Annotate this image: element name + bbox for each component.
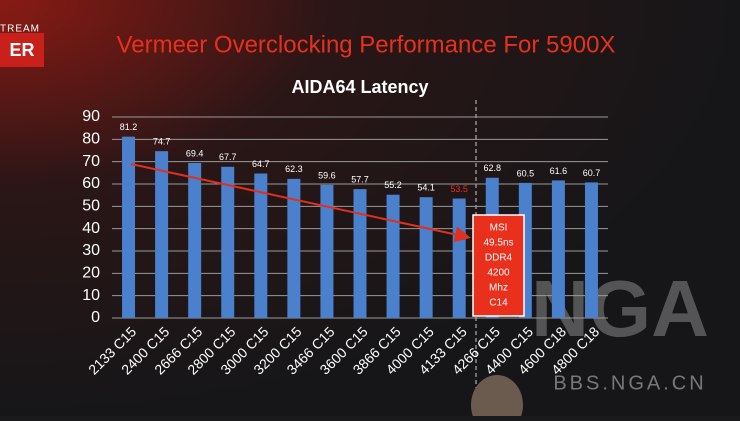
annotation-text: 4200	[487, 268, 510, 279]
logo-main: ER	[9, 40, 34, 60]
value-label: 62.8	[484, 163, 502, 173]
bar	[221, 166, 235, 318]
bar	[551, 180, 565, 318]
value-label: 55.2	[384, 180, 402, 190]
annotation-text: Mhz	[489, 283, 508, 294]
y-tick-label: 20	[82, 265, 100, 282]
value-label: 74.7	[153, 137, 171, 147]
value-label: 81.2	[120, 122, 138, 132]
value-label: 62.3	[285, 164, 303, 174]
watermark-site: BBS.NGA.CN	[553, 372, 706, 394]
webcam-person	[471, 375, 523, 421]
bar	[353, 189, 367, 318]
annotation-text: MSI	[490, 223, 508, 234]
y-tick-label: 40	[82, 220, 100, 237]
logo-top: STREAM	[0, 24, 40, 35]
bar	[584, 182, 598, 318]
chart-title: AIDA64 Latency	[291, 77, 428, 97]
bar	[122, 136, 136, 318]
bar	[386, 194, 400, 318]
annotation-text: C14	[489, 298, 508, 309]
value-label: 67.7	[219, 152, 237, 162]
value-label: 60.5	[517, 168, 535, 178]
annotation-text: 49.5ns	[483, 238, 513, 249]
trend-arrow	[130, 163, 471, 243]
value-label: 69.4	[186, 148, 204, 158]
value-label: 57.7	[351, 175, 369, 185]
slide-title: Vermeer Overclocking Performance For 590…	[117, 31, 616, 58]
bar	[452, 198, 466, 318]
value-label: 60.7	[583, 168, 601, 178]
bar	[320, 184, 334, 318]
y-tick-label: 60	[82, 175, 100, 192]
y-tick-label: 0	[91, 309, 100, 326]
y-tick-label: 30	[82, 242, 100, 259]
logo-box	[0, 33, 44, 67]
y-tick-label: 50	[82, 198, 100, 215]
value-label: 54.1	[417, 183, 435, 193]
bar	[155, 151, 169, 318]
y-tick-label: 10	[82, 287, 100, 304]
bar	[254, 173, 268, 318]
value-label: 53.5	[450, 184, 468, 194]
annotation-box	[472, 214, 525, 317]
bar	[188, 163, 202, 318]
y-tick-label: 70	[82, 153, 100, 170]
annotation-text: DDR4	[485, 253, 513, 264]
bar	[419, 197, 433, 318]
value-label: 64.7	[252, 159, 270, 169]
bar	[287, 178, 301, 318]
value-label: 59.6	[318, 170, 336, 180]
y-tick-label: 90	[82, 108, 100, 125]
y-tick-label: 80	[82, 131, 100, 148]
value-label: 61.6	[550, 166, 568, 176]
